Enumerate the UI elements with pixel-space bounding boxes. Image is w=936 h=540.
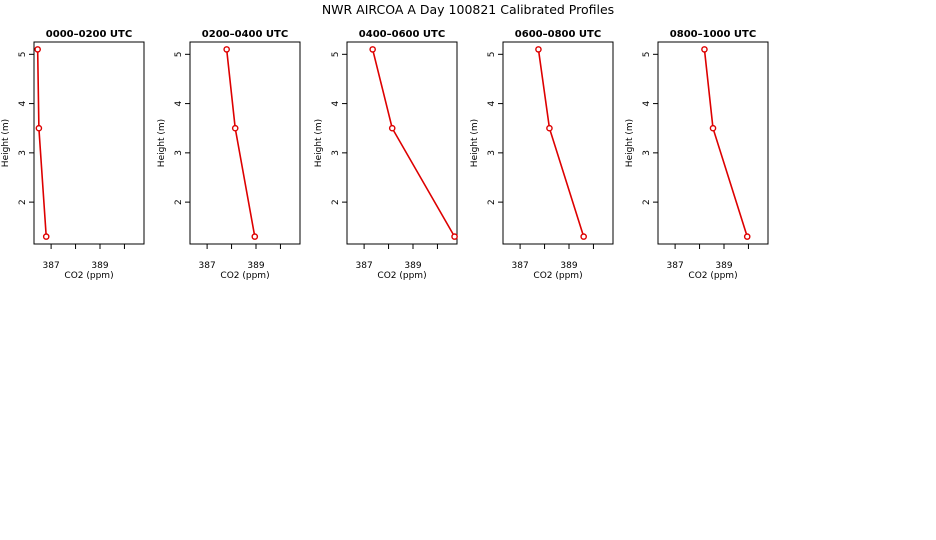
y-axis-label: Height (m) bbox=[157, 119, 167, 167]
y-tick-label: 3 bbox=[642, 150, 652, 156]
x-tick-label: 389 bbox=[715, 261, 732, 271]
x-axis-label: CO2 (ppm) bbox=[688, 271, 737, 281]
y-axis-label: Height (m) bbox=[470, 119, 480, 167]
x-axis-label: CO2 (ppm) bbox=[220, 271, 269, 281]
profile-panel: 0000–0200 UTC 387 389 2 3 4 5 CO2 (ppm) Height (… bbox=[1, 29, 145, 281]
x-tick-label: 389 bbox=[560, 261, 577, 271]
plot-frame bbox=[502, 41, 614, 245]
figure-title: NWR AIRCOA A Day 100821 Calibrated Profi… bbox=[322, 2, 614, 17]
y-tick-label: 5 bbox=[331, 51, 341, 57]
panel-title: 0400–0600 UTC bbox=[359, 29, 445, 40]
data-point bbox=[743, 233, 751, 240]
profile-panel: 0200–0400 UTC 387 389 2 3 4 5 CO2 (ppm) Height (… bbox=[157, 29, 301, 281]
profile-panel: 0800–1000 UTC 387 389 2 3 4 5 CO2 (ppm) Height (… bbox=[625, 29, 769, 281]
y-axis-label: Height (m) bbox=[1, 119, 11, 167]
data-point bbox=[34, 46, 41, 53]
profile-line bbox=[225, 49, 256, 237]
y-tick-label: 3 bbox=[18, 150, 28, 156]
y-tick-label: 3 bbox=[331, 150, 341, 156]
profile-line bbox=[36, 49, 48, 237]
y-tick-label: 2 bbox=[174, 199, 184, 205]
plot-frame bbox=[189, 41, 301, 245]
y-tick-label: 4 bbox=[18, 100, 28, 106]
data-point bbox=[535, 46, 542, 53]
panel-title: 0000–0200 UTC bbox=[46, 29, 132, 40]
data-point bbox=[231, 124, 239, 132]
x-axis-label: CO2 (ppm) bbox=[64, 271, 113, 281]
x-tick-label: 389 bbox=[247, 261, 264, 271]
y-axis-label: Height (m) bbox=[625, 119, 635, 167]
data-point bbox=[709, 124, 717, 132]
profile-panel: 0600–0800 UTC 387 389 2 3 4 5 CO2 (ppm) Height (… bbox=[470, 29, 614, 281]
y-tick-label: 4 bbox=[174, 100, 184, 106]
y-tick-label: 5 bbox=[174, 51, 184, 57]
y-tick-label: 2 bbox=[331, 199, 341, 205]
plot-frame bbox=[33, 41, 145, 245]
data-point bbox=[223, 46, 230, 53]
y-tick-label: 2 bbox=[18, 199, 28, 205]
profile-panel: 0400–0600 UTC 387 389 2 3 4 5 CO2 (ppm) Height (… bbox=[314, 29, 458, 281]
data-point bbox=[42, 233, 50, 240]
plot-frame bbox=[657, 41, 769, 245]
profile-line bbox=[703, 49, 748, 237]
y-tick-label: 3 bbox=[174, 150, 184, 156]
data-point bbox=[546, 124, 553, 132]
y-tick-label: 3 bbox=[487, 150, 497, 156]
profile-line bbox=[537, 49, 585, 237]
y-tick-label: 5 bbox=[487, 51, 497, 57]
x-tick-label: 387 bbox=[512, 261, 529, 271]
x-tick-label: 387 bbox=[356, 261, 373, 271]
data-point bbox=[251, 233, 259, 240]
panel-title: 0800–1000 UTC bbox=[670, 29, 756, 40]
y-axis-label: Height (m) bbox=[314, 119, 324, 167]
data-point bbox=[35, 124, 43, 132]
y-tick-label: 2 bbox=[642, 199, 652, 205]
x-tick-label: 387 bbox=[199, 261, 216, 271]
x-tick-label: 387 bbox=[667, 261, 684, 271]
x-tick-label: 387 bbox=[43, 261, 60, 271]
data-point bbox=[369, 46, 376, 53]
plot-frame bbox=[346, 41, 458, 245]
profile-line bbox=[371, 49, 456, 238]
panel-title: 0200–0400 UTC bbox=[202, 29, 288, 40]
x-axis-label: CO2 (ppm) bbox=[533, 271, 582, 281]
x-axis-label: CO2 (ppm) bbox=[377, 271, 426, 281]
y-tick-label: 2 bbox=[487, 199, 497, 205]
panel-title: 0600–0800 UTC bbox=[515, 29, 601, 40]
y-tick-label: 5 bbox=[18, 51, 28, 57]
data-point bbox=[451, 233, 458, 240]
y-tick-label: 4 bbox=[487, 100, 497, 106]
y-tick-label: 4 bbox=[642, 100, 652, 106]
data-point bbox=[580, 233, 587, 240]
y-tick-label: 5 bbox=[642, 51, 652, 57]
data-point bbox=[701, 46, 708, 53]
x-tick-label: 389 bbox=[404, 261, 421, 271]
y-tick-label: 4 bbox=[331, 100, 341, 106]
x-tick-label: 389 bbox=[91, 261, 108, 271]
data-point bbox=[388, 124, 396, 132]
